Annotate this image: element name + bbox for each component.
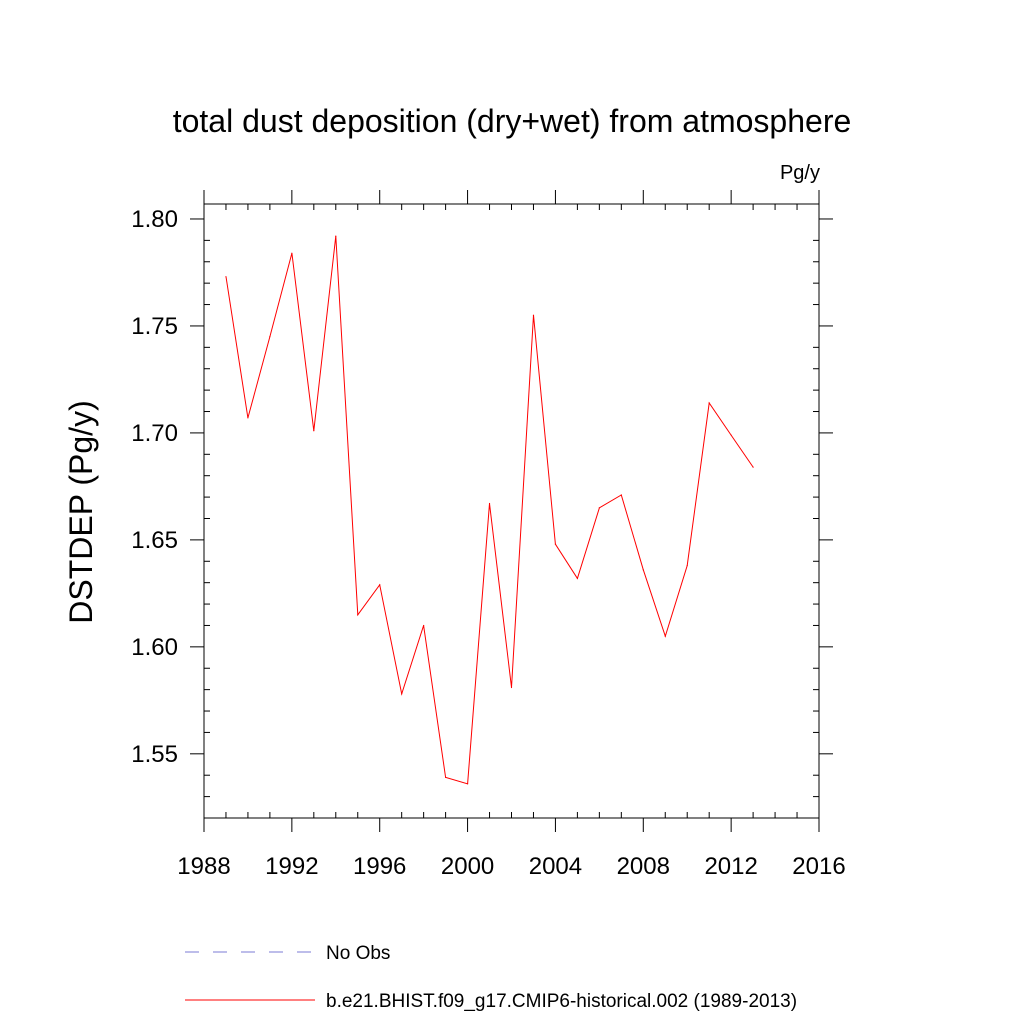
x-tick-label: 2012 bbox=[704, 853, 757, 880]
x-tick-label: 2016 bbox=[792, 853, 845, 880]
x-axis: 1988 1992 1996 2000 2004 2008 2012 2016 bbox=[177, 190, 846, 880]
legend: No Obs b.e21.BHIST.f09_g17.CMIP6-historic… bbox=[185, 943, 797, 1012]
y-axis: 1.55 1.60 1.65 1.70 1.75 1.80 bbox=[131, 206, 833, 798]
y-tick-label: 1.55 bbox=[131, 741, 178, 768]
data-point bbox=[466, 783, 469, 785]
data-point bbox=[554, 543, 557, 545]
data-point bbox=[423, 624, 425, 627]
y-tick-label: 1.60 bbox=[131, 634, 178, 661]
data-point bbox=[401, 693, 403, 695]
data-point bbox=[752, 466, 754, 468]
x-tick-label: 2004 bbox=[529, 853, 582, 880]
data-point bbox=[488, 502, 491, 505]
legend-label-1: b.e21.BHIST.f09_g17.CMIP6-historical.002… bbox=[326, 991, 797, 1012]
data-point bbox=[313, 430, 315, 432]
x-tick-label: 2008 bbox=[617, 853, 670, 880]
units-label: Pg/y bbox=[780, 162, 820, 184]
data-point bbox=[686, 564, 688, 567]
data-point bbox=[225, 276, 227, 278]
data-point bbox=[642, 569, 644, 571]
data-point bbox=[269, 336, 271, 338]
data-point bbox=[247, 417, 249, 419]
data-point bbox=[730, 434, 732, 436]
legend-label-0: No Obs bbox=[326, 943, 390, 964]
data-point bbox=[598, 507, 600, 509]
y-tick-label: 1.80 bbox=[131, 206, 178, 233]
x-tick-label: 1992 bbox=[265, 853, 318, 880]
plot-frame bbox=[203, 203, 820, 819]
data-point bbox=[664, 635, 666, 637]
x-tick-label: 2000 bbox=[441, 853, 494, 880]
data-series bbox=[225, 235, 754, 785]
data-point bbox=[620, 494, 622, 496]
series-line-1 bbox=[225, 236, 754, 785]
data-point bbox=[357, 614, 359, 616]
data-point bbox=[379, 584, 381, 586]
y-tick-label: 1.75 bbox=[131, 313, 178, 340]
data-point bbox=[510, 686, 513, 689]
y-tick-label: 1.65 bbox=[131, 527, 178, 554]
data-point bbox=[708, 402, 710, 404]
x-tick-label: 1996 bbox=[353, 853, 406, 880]
data-point bbox=[532, 314, 535, 316]
data-point bbox=[335, 235, 337, 237]
x-tick-label: 1988 bbox=[177, 853, 230, 880]
data-point bbox=[576, 577, 578, 579]
y-axis-label: DSTDEP (Pg/y) bbox=[63, 400, 99, 623]
data-point bbox=[445, 776, 447, 778]
y-tick-label: 1.70 bbox=[131, 420, 178, 447]
data-point bbox=[291, 252, 293, 254]
chart-title: total dust deposition (dry+wet) from atm… bbox=[173, 103, 852, 139]
